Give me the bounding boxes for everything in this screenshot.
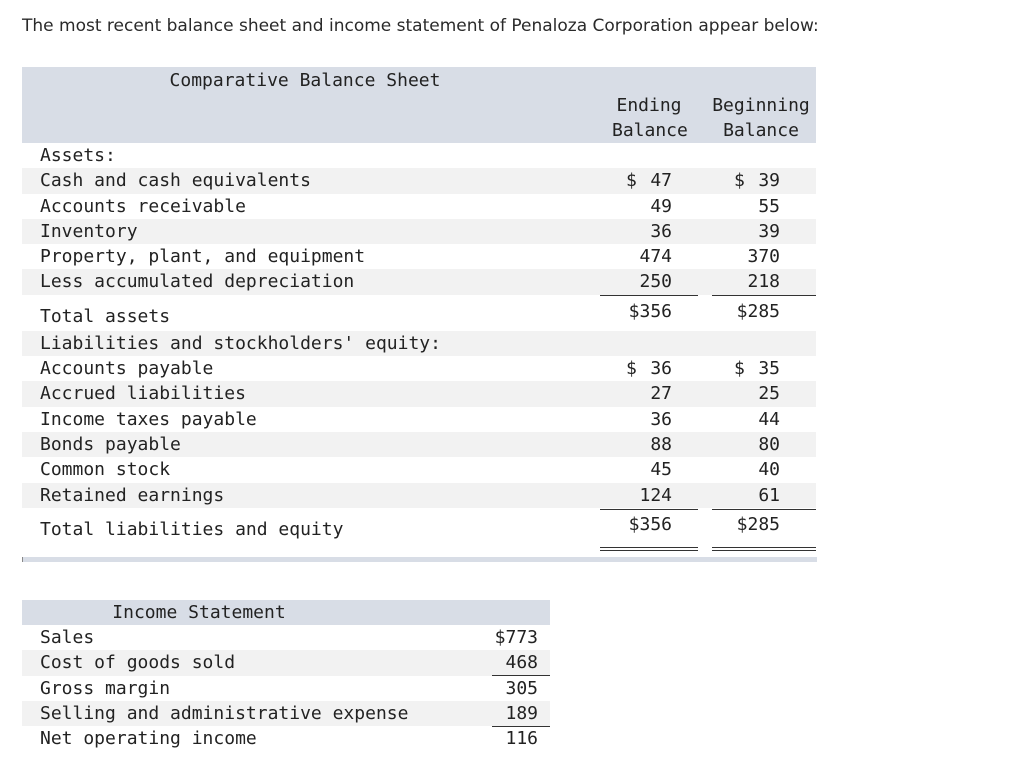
ending-balance-header: Ending Balance <box>612 95 688 141</box>
subtotal-line <box>712 295 816 297</box>
subtotal-line <box>492 675 550 677</box>
total-assets-row: Total assets $356 $285 <box>22 295 816 338</box>
beginning-balance-header: Beginning Balance <box>712 95 810 141</box>
table-row: Less accumulated depreciation 250 218 <box>22 269 816 297</box>
table-row: Income taxes payable 36 44 <box>40 408 780 430</box>
income-statement-table: Income Statement Sales $773 Cost of good… <box>22 600 550 751</box>
table-row: Accounts payable $ 36 $ 35 <box>40 358 780 380</box>
subtotal-line <box>492 725 550 727</box>
table-row: Gross margin 305 <box>40 677 538 699</box>
subtotal-line <box>600 295 698 297</box>
intro-text: The most recent balance sheet and income… <box>22 16 819 36</box>
income-statement-title: Income Statement <box>112 602 286 623</box>
table-row: Bonds payable 88 80 <box>22 431 816 458</box>
balance-sheet-header: Comparative Balance Sheet Ending Balance… <box>22 67 816 143</box>
table-row: Cost of goods sold 468 <box>22 650 550 677</box>
balance-sheet-table: Comparative Balance Sheet Ending Balance… <box>22 67 816 551</box>
table-row: Inventory 36 39 <box>22 218 816 245</box>
table-row: Selling and administrative expense 189 <box>22 700 550 727</box>
balance-sheet-title: Comparative Balance Sheet <box>169 70 441 91</box>
subtotal-line <box>600 508 698 510</box>
balance-sheet-footer-bar <box>22 557 817 562</box>
total-double-line <box>712 546 816 551</box>
liabilities-section-header: Liabilities and stockholders' equity: <box>22 330 816 357</box>
total-double-line <box>600 546 698 551</box>
table-row: Property, plant, and equipment 474 370 <box>40 246 780 268</box>
table-row: Sales $773 <box>40 627 538 648</box>
assets-section-header: Assets: <box>40 145 116 166</box>
table-row: Common stock 45 40 <box>40 459 780 481</box>
table-row: Accounts receivable 49 55 <box>40 195 780 217</box>
income-statement-header: Income Statement <box>22 600 550 625</box>
table-row: Cash and cash equivalents $ 47 $ 39 <box>22 168 816 194</box>
table-row: Accrued liabilities 27 25 <box>22 381 816 407</box>
total-liabilities-row: Total liabilities and equity $356 $285 <box>22 508 816 551</box>
table-row: Net operating income 116 <box>40 728 538 750</box>
subtotal-line <box>712 508 816 510</box>
table-row: Retained earnings 124 61 <box>22 482 816 510</box>
